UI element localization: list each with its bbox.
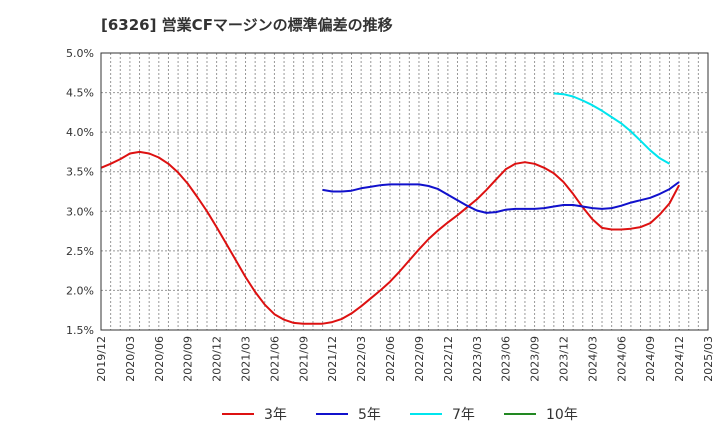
plot-frame xyxy=(100,52,709,331)
x-tick-label: 2024/03 xyxy=(586,336,599,382)
series-line-1 xyxy=(322,181,680,214)
x-axis-ticks: 2019/12 2020/03 2020/06 2020/09 2020/12 2021/… xyxy=(95,336,715,382)
x-tick-label: 2022/12 xyxy=(442,336,455,382)
legend-label: 5年 xyxy=(358,407,381,423)
x-tick-label: 2021/12 xyxy=(326,336,339,382)
y-tick-label: 4.0% xyxy=(66,126,94,139)
legend: 3年 5年 7年 10年 xyxy=(222,407,578,423)
x-tick-label: 2024/06 xyxy=(615,336,628,382)
x-tick-label: 2025/03 xyxy=(702,336,715,382)
legend-label: 3年 xyxy=(264,407,287,423)
x-tick-label: 2024/12 xyxy=(673,336,686,382)
y-tick-label: 2.5% xyxy=(66,245,94,258)
series-line-2 xyxy=(553,92,670,165)
y-tick-label: 2.0% xyxy=(66,284,94,297)
y-tick-label: 5.0% xyxy=(66,47,94,60)
x-tick-label: 2021/06 xyxy=(268,336,281,382)
legend-label: 7年 xyxy=(452,407,475,423)
y-tick-label: 3.5% xyxy=(66,166,94,179)
x-tick-label: 2020/09 xyxy=(182,336,195,382)
grid xyxy=(100,52,709,331)
y-tick-label: 4.5% xyxy=(66,87,94,100)
series-lines xyxy=(100,92,680,325)
legend-item: 3年 xyxy=(222,407,287,423)
x-tick-label: 2024/09 xyxy=(644,336,657,382)
x-tick-label: 2023/12 xyxy=(557,336,570,382)
y-axis-ticks: 1.5% 2.0% 2.5% 3.0% 3.5% 4.0% 4.5% 5.0% xyxy=(66,47,94,337)
x-tick-label: 2022/06 xyxy=(384,336,397,382)
x-tick-label: 2020/12 xyxy=(211,336,224,382)
legend-item: 10年 xyxy=(504,407,578,423)
legend-item: 7年 xyxy=(410,407,475,423)
x-tick-label: 2023/06 xyxy=(500,336,513,382)
legend-item: 5年 xyxy=(316,407,381,423)
x-tick-label: 2021/09 xyxy=(297,336,310,382)
x-tick-label: 2023/09 xyxy=(529,336,542,382)
legend-label: 10年 xyxy=(546,407,578,423)
x-tick-label: 2022/03 xyxy=(355,336,368,382)
chart-title: [6326] 営業CFマージンの標準偏差の推移 xyxy=(101,16,393,34)
y-tick-label: 3.0% xyxy=(66,205,94,218)
x-tick-label: 2023/03 xyxy=(471,336,484,382)
x-tick-label: 2022/09 xyxy=(413,336,426,382)
y-tick-label: 1.5% xyxy=(66,324,94,337)
x-tick-label: 2020/06 xyxy=(153,336,166,382)
x-tick-label: 2019/12 xyxy=(95,336,108,382)
x-tick-label: 2020/03 xyxy=(124,336,137,382)
x-tick-label: 2021/03 xyxy=(240,336,253,382)
